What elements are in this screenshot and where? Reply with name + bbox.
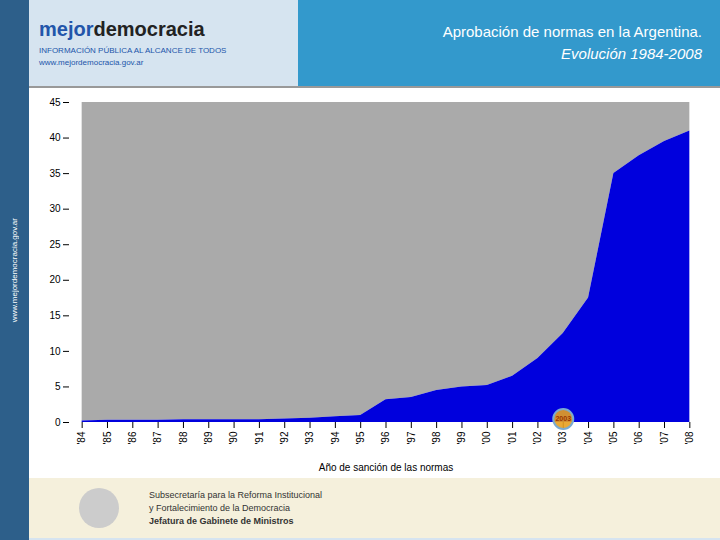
svg-text:'02: '02 xyxy=(532,431,543,444)
svg-text:'89: '89 xyxy=(203,431,214,444)
svg-text:0: 0 xyxy=(55,417,61,428)
svg-text:'00: '00 xyxy=(481,431,492,444)
svg-text:15: 15 xyxy=(49,310,61,321)
svg-text:'04: '04 xyxy=(583,431,594,444)
svg-text:'94: '94 xyxy=(330,431,341,444)
html-text:Aprobación de normas en la Arg: Aprobación de normas en la Argentina. xyxy=(442,23,702,40)
html-text:INFORMACIÓN PÚBLICA AL ALCANCE: INFORMACIÓN PÚBLICA AL ALCANCE DE TODOS xyxy=(39,45,227,55)
svg-text:20: 20 xyxy=(49,274,61,285)
html-text:mejor democracia: mejor democracia xyxy=(39,17,205,40)
svg-text:'08: '08 xyxy=(684,431,695,444)
svg-text:'99: '99 xyxy=(456,431,467,444)
svg-text:45: 45 xyxy=(49,97,61,108)
svg-text:'92: '92 xyxy=(279,431,290,444)
svg-text:35: 35 xyxy=(49,168,61,179)
svg-text:40: 40 xyxy=(49,132,61,143)
svg-text:5: 5 xyxy=(55,381,61,392)
html-text:Subsecretaría para la Reforma: Subsecretaría para la Reforma Institucio… xyxy=(149,489,323,500)
html-text:www.mejordemocracia.gov.ar: www.mejordemocracia.gov.ar xyxy=(39,57,144,67)
svg-text:'85: '85 xyxy=(102,431,113,444)
svg-text:'06: '06 xyxy=(633,431,644,444)
svg-text:'07: '07 xyxy=(659,431,670,444)
svg-text:'86: '86 xyxy=(127,431,138,444)
html-text:Evolución 1984-2008: Evolución 1984-2008 xyxy=(561,45,702,62)
svg-text:'01: '01 xyxy=(507,431,518,444)
svg-text:'05: '05 xyxy=(608,431,619,444)
svg-text:'90: '90 xyxy=(228,431,239,444)
svg-text:'88: '88 xyxy=(178,431,189,444)
html-text:Jefatura de Gabinete de Minist: Jefatura de Gabinete de Ministros xyxy=(149,515,294,526)
svg-text:'87: '87 xyxy=(152,431,163,444)
html-text:y Fortalecimiento de la Democr: y Fortalecimiento de la Democracia xyxy=(149,502,291,513)
html-text:www.mejordemocracia.gov.ar: www.mejordemocracia.gov.ar xyxy=(10,217,19,323)
svg-text:25: 25 xyxy=(49,239,61,250)
svg-text:'84: '84 xyxy=(76,431,87,444)
svg-text:'98: '98 xyxy=(431,431,442,444)
svg-text:30: 30 xyxy=(49,203,61,214)
svg-text:'96: '96 xyxy=(380,431,391,444)
svg-text:2003: 2003 xyxy=(555,415,571,422)
svg-text:10: 10 xyxy=(49,346,61,357)
svg-text:'93: '93 xyxy=(304,431,315,444)
svg-text:'91: '91 xyxy=(254,431,265,444)
svg-text:'97: '97 xyxy=(406,431,417,444)
svg-text:'95: '95 xyxy=(355,431,366,444)
svg-text:'03: '03 xyxy=(557,431,568,444)
svg-text:Año de sanción de las normas: Año de sanción de las normas xyxy=(319,462,454,473)
